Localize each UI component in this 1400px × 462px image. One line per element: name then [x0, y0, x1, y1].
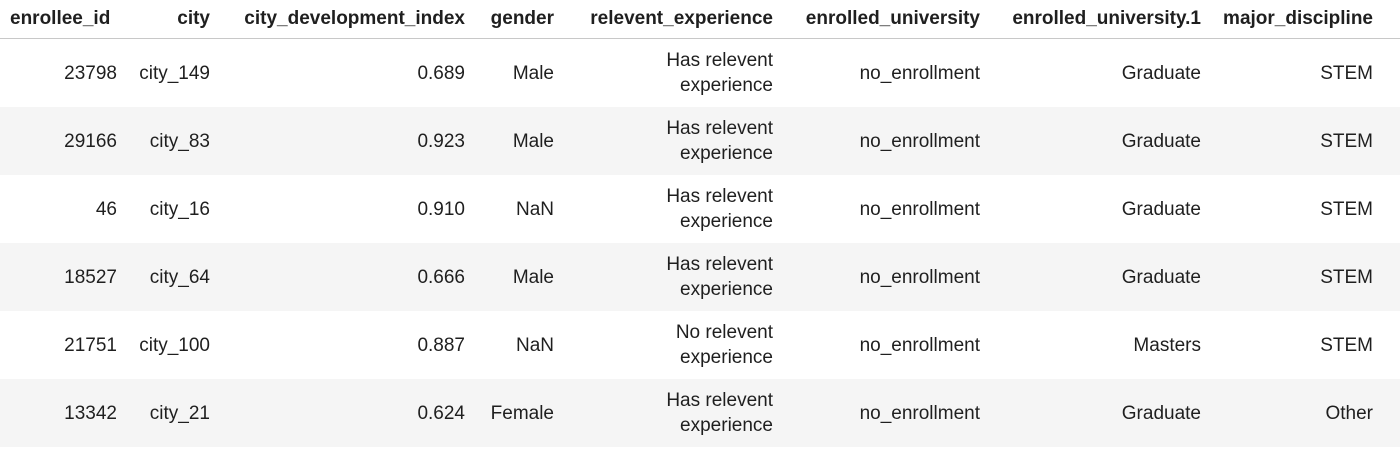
- cell-enrolled-university-1: Graduate: [987, 379, 1208, 447]
- cell-major-discipline: Other: [1208, 379, 1380, 447]
- column-header-enrolled-university-1: enrolled_university.1: [987, 0, 1208, 39]
- cell-enrolled-university-1: Graduate: [1121, 198, 1201, 220]
- cell-city-development-index: 0.910: [417, 198, 465, 220]
- cell-enrolled-university-1: Graduate: [1121, 62, 1201, 84]
- cell-gender: NaN: [515, 198, 554, 220]
- cell-city-development-index: 0.624: [217, 379, 472, 447]
- cell-major-discipline: STEM: [1208, 243, 1380, 311]
- cell-city-development-index: 0.923: [217, 107, 472, 175]
- experience-line: experience: [680, 415, 773, 436]
- table-row: 46 city_16 0.910 NaN Has relevent experie…: [0, 175, 1400, 243]
- column-header-city: city: [124, 0, 217, 39]
- cell-gender: Female: [472, 379, 561, 447]
- cell-truncated: [1380, 39, 1400, 108]
- table-row: 23798 city_149 0.689 Male Has relevent ex…: [0, 39, 1400, 108]
- cell-truncated: [1380, 311, 1400, 379]
- cell-enrolled-university-1: Graduate: [987, 107, 1208, 175]
- cell-truncated: [1380, 379, 1400, 447]
- cell-enrollee-id: 23798: [64, 62, 117, 84]
- cell-enrollee-id: 46: [95, 198, 117, 220]
- cell-truncated: [1380, 107, 1400, 175]
- experience-line: experience: [680, 279, 773, 300]
- table-row: 29166 city_83 0.923 Male Has relevent exp…: [0, 107, 1400, 175]
- cell-city-development-index: 0.666: [217, 243, 472, 311]
- cell-gender: NaN: [515, 334, 554, 356]
- cell-major-discipline: STEM: [1320, 334, 1373, 356]
- cell-relevent-experience: Has relevent experience: [561, 107, 780, 175]
- experience-line: Has relevent: [666, 254, 773, 275]
- cell-enrolled-university: no_enrollment: [859, 334, 980, 356]
- truncated-column-edge: [1380, 0, 1400, 39]
- cell-city: city_21: [124, 379, 217, 447]
- cell-relevent-experience: Has relevent experience: [561, 243, 780, 311]
- cell-enrolled-university: no_enrollment: [780, 107, 987, 175]
- cell-major-discipline: STEM: [1320, 62, 1373, 84]
- table-header: enrollee_id city city_development_index …: [0, 0, 1400, 39]
- column-header-gender: gender: [472, 0, 561, 39]
- cell-enrollee-id: 18527: [0, 243, 124, 311]
- experience-line: Has relevent: [666, 118, 773, 139]
- cell-enrolled-university: no_enrollment: [780, 243, 987, 311]
- cell-gender: Male: [472, 107, 561, 175]
- cell-city-development-index: 0.887: [417, 334, 465, 356]
- cell-enrollee-id: 29166: [0, 107, 124, 175]
- table-row: 18527 city_64 0.666 Male Has relevent exp…: [0, 243, 1400, 311]
- table-body: 23798 city_149 0.689 Male Has relevent ex…: [0, 39, 1400, 447]
- cell-relevent-experience: Has relevent experience: [561, 379, 780, 447]
- table-row: 13342 city_21 0.624 Female Has relevent e…: [0, 379, 1400, 447]
- experience-line: experience: [680, 75, 773, 96]
- column-header-enrolled-university: enrolled_university: [780, 0, 987, 39]
- cell-city: city_16: [149, 198, 210, 220]
- column-header-major-discipline: major_discipline: [1208, 0, 1380, 39]
- experience-line: experience: [680, 211, 773, 232]
- dataframe-table: enrollee_id city city_development_index …: [0, 0, 1400, 447]
- experience-line: Has relevent: [666, 50, 773, 71]
- cell-enrolled-university: no_enrollment: [780, 379, 987, 447]
- cell-truncated: [1380, 243, 1400, 311]
- cell-city: city_100: [139, 334, 210, 356]
- cell-major-discipline: STEM: [1320, 198, 1373, 220]
- cell-gender: Male: [512, 62, 554, 84]
- cell-enrolled-university-1: Masters: [1133, 334, 1201, 356]
- cell-city-development-index: 0.689: [417, 62, 465, 84]
- cell-enrolled-university: no_enrollment: [859, 198, 980, 220]
- cell-relevent-experience: Has relevent experience: [561, 175, 780, 243]
- experience-line: experience: [680, 347, 773, 368]
- cell-enrollee-id: 13342: [0, 379, 124, 447]
- column-header-city-development-index: city_development_index: [217, 0, 472, 39]
- experience-line: No relevent: [675, 322, 773, 343]
- cell-enrolled-university-1: Graduate: [987, 243, 1208, 311]
- cell-enrolled-university: no_enrollment: [859, 62, 980, 84]
- experience-line: Has relevent: [666, 186, 773, 207]
- cell-city: city_83: [124, 107, 217, 175]
- cell-gender: Male: [472, 243, 561, 311]
- cell-enrollee-id: 21751: [64, 334, 117, 356]
- experience-line: experience: [680, 143, 773, 164]
- cell-city: city_64: [124, 243, 217, 311]
- experience-line: Has relevent: [666, 390, 773, 411]
- cell-relevent-experience: No relevent experience: [561, 311, 780, 379]
- header-row: enrollee_id city city_development_index …: [0, 0, 1400, 39]
- column-header-enrollee-id: enrollee_id: [0, 0, 124, 39]
- cell-truncated: [1380, 175, 1400, 243]
- cell-city: city_149: [139, 62, 210, 84]
- column-header-relevent-experience: relevent_experience: [561, 0, 780, 39]
- cell-major-discipline: STEM: [1208, 107, 1380, 175]
- table-row: 21751 city_100 0.887 NaN No relevent expe…: [0, 311, 1400, 379]
- cell-relevent-experience: Has relevent experience: [561, 39, 780, 108]
